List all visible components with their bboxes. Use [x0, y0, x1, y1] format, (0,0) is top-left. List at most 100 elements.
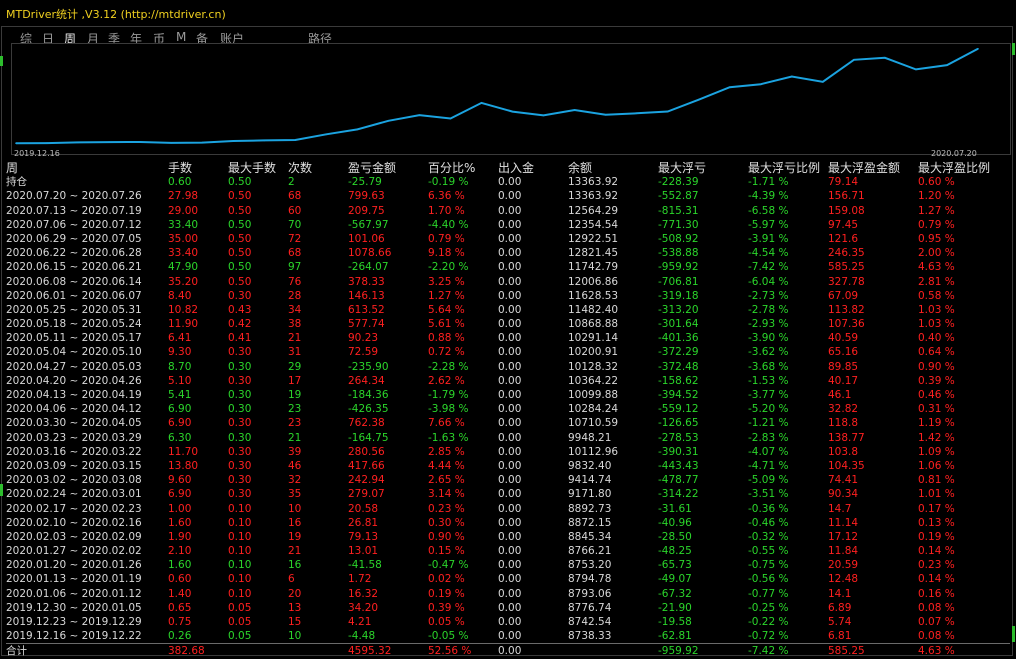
cell-inout: 0.00 [498, 389, 522, 401]
cell-pnl: -426.35 [348, 403, 389, 416]
header-lots: 手数 [168, 161, 193, 175]
cell-inout: 0.00 [498, 218, 522, 231]
cell-max-drawdown-pct: -3.90 % [748, 332, 789, 345]
table-row: 2020.07.06 ~ 2020.07.12 33.40 0.50 70 -567.9… [6, 218, 1010, 232]
balance-point [666, 110, 669, 113]
cell-inout: 0.00 [498, 247, 522, 260]
tab-0[interactable]: 综 [20, 32, 33, 46]
cell-max-float-profit-pct: 0.81 % [918, 474, 955, 487]
tab-10[interactable]: 路径 [308, 32, 333, 46]
cell-week: 2020.03.30 ~ 2020.04.05 [6, 417, 142, 430]
balance-point [325, 133, 328, 136]
cell-lots: 1.60 [168, 516, 192, 529]
tab-6[interactable]: 币 [153, 32, 166, 46]
cell-max-drawdown: -771.30 [658, 218, 699, 231]
cell-inout: 0.00 [498, 459, 522, 472]
cell-inout: 0.00 [498, 190, 522, 203]
cell-inout: 0.00 [498, 474, 522, 487]
cell-count: 13 [288, 601, 302, 614]
cell-pct: 0.23 % [428, 502, 465, 515]
cell-week: 2020.04.06 ~ 2020.04.12 [6, 403, 142, 416]
cell-pct: 5.61 % [428, 318, 465, 331]
tab-5[interactable]: 年 [130, 32, 143, 46]
cell-lots: 29.00 [168, 204, 199, 217]
cell-max-drawdown-pct: -5.20 % [748, 403, 789, 416]
header-pnl: 盈亏金额 [348, 161, 397, 175]
tab-1[interactable]: 日 [42, 32, 55, 46]
cell-max-drawdown-pct: -4.71 % [748, 459, 789, 472]
cell-balance: 10710.59 [568, 417, 619, 430]
cell-max-drawdown-pct: -7.42 % [748, 261, 789, 274]
tab-7[interactable]: M [176, 30, 187, 44]
cell-max-lots: 0.30 [228, 346, 252, 359]
cell-balance: 9414.74 [568, 474, 612, 487]
cell-max-float-profit: 14.1 [828, 587, 852, 600]
cell-max-drawdown-pct: -6.58 % [748, 204, 789, 217]
header-count: 次数 [288, 161, 313, 175]
cell-lots: 9.60 [168, 474, 192, 487]
tab-8[interactable]: 备 [196, 32, 209, 46]
tab-9[interactable]: 账户 [220, 32, 245, 46]
tab-4[interactable]: 季 [108, 32, 121, 46]
header-max-drawdown: 最大浮亏 [658, 161, 707, 175]
cell-max-drawdown-pct: -3.62 % [748, 346, 789, 359]
cell-max-float-profit-pct: 0.17 % [918, 502, 955, 515]
cell-balance: 8845.34 [568, 530, 612, 543]
cell-count: 19 [288, 389, 302, 401]
balance-point [77, 141, 79, 144]
cell-max-float-profit-pct: 0.64 % [918, 346, 955, 359]
balance-point [263, 139, 266, 142]
cell-max-float-profit: 121.6 [828, 232, 859, 245]
table-row: 2020.02.17 ~ 2020.02.23 1.00 0.10 10 20.58 0.… [6, 502, 1010, 516]
cell-max-drawdown: -314.22 [658, 488, 699, 501]
cell-max-float-profit: 327.78 [828, 275, 865, 288]
cell-week: 2020.03.02 ~ 2020.03.08 [6, 474, 142, 487]
cell-max-float-profit-pct: 0.39 % [918, 374, 955, 387]
cell-max-float-profit-pct: 0.08 % [918, 601, 955, 614]
balance-line [15, 47, 979, 145]
cell-max-drawdown-pct: -2.73 % [748, 289, 789, 302]
cell-inout: 0.00 [498, 530, 522, 543]
balance-point [46, 142, 48, 144]
cell-pnl: 799.63 [348, 190, 385, 203]
balance-point [635, 112, 638, 115]
cell-max-drawdown-pct: -0.56 % [748, 573, 789, 586]
cell-pnl: 79.13 [348, 530, 379, 543]
cell-max-float-profit: 159.08 [828, 204, 865, 217]
cell-max-drawdown-pct: -3.68 % [748, 360, 789, 373]
cell-max-drawdown-pct: -3.77 % [748, 389, 789, 401]
cell-max-float-profit-pct: 1.27 % [918, 204, 955, 217]
cell-balance: 10284.24 [568, 403, 619, 416]
cell-max-drawdown: -959.92 [658, 261, 699, 274]
cell-max-lots: 0.50 [228, 218, 252, 231]
table-row: 2020.06.22 ~ 2020.06.28 33.40 0.50 68 1078.6… [6, 246, 1010, 260]
cell-count: 72 [288, 232, 302, 245]
cell-max-float-profit: 6.81 [828, 630, 852, 643]
cell-pnl: 378.33 [348, 275, 385, 288]
chart-start-date: 2019.12.16 [14, 149, 60, 158]
cell-inout: 0.00 [498, 360, 522, 373]
cell-count: 20 [288, 587, 302, 600]
table-row: 2019.12.23 ~ 2019.12.29 0.75 0.05 15 4.21 0.0… [6, 615, 1010, 629]
cell-lots: 35.20 [168, 275, 199, 288]
cell-week: 2020.03.09 ~ 2020.03.15 [6, 459, 142, 472]
cell-max-float-profit: 246.35 [828, 247, 865, 260]
cell-max-float-profit: 6.89 [828, 601, 852, 614]
holding-max-lots: 0.50 [228, 176, 252, 189]
cell-lots: 35.00 [168, 232, 199, 245]
cell-pnl: 26.81 [348, 516, 379, 529]
cell-count: 39 [288, 445, 302, 458]
tab-3[interactable]: 月 [87, 32, 100, 46]
cell-max-float-profit-pct: 0.07 % [918, 616, 955, 628]
cell-max-lots: 0.43 [228, 303, 252, 316]
cell-week: 2020.02.24 ~ 2020.03.01 [6, 488, 142, 501]
cell-max-drawdown-pct: -0.55 % [748, 545, 789, 558]
cell-week: 2020.05.04 ~ 2020.05.10 [6, 346, 142, 359]
cell-max-float-profit-pct: 0.14 % [918, 573, 955, 586]
cell-max-drawdown: -48.25 [658, 545, 692, 558]
table-row: 2020.02.24 ~ 2020.03.01 6.90 0.30 35 279.07 3… [6, 487, 1010, 501]
cell-max-drawdown: -372.48 [658, 360, 699, 373]
tab-2[interactable]: 周 [64, 32, 77, 46]
cell-count: 28 [288, 289, 302, 302]
table-row: 2020.05.04 ~ 2020.05.10 9.30 0.30 31 72.59 0.… [6, 345, 1010, 359]
